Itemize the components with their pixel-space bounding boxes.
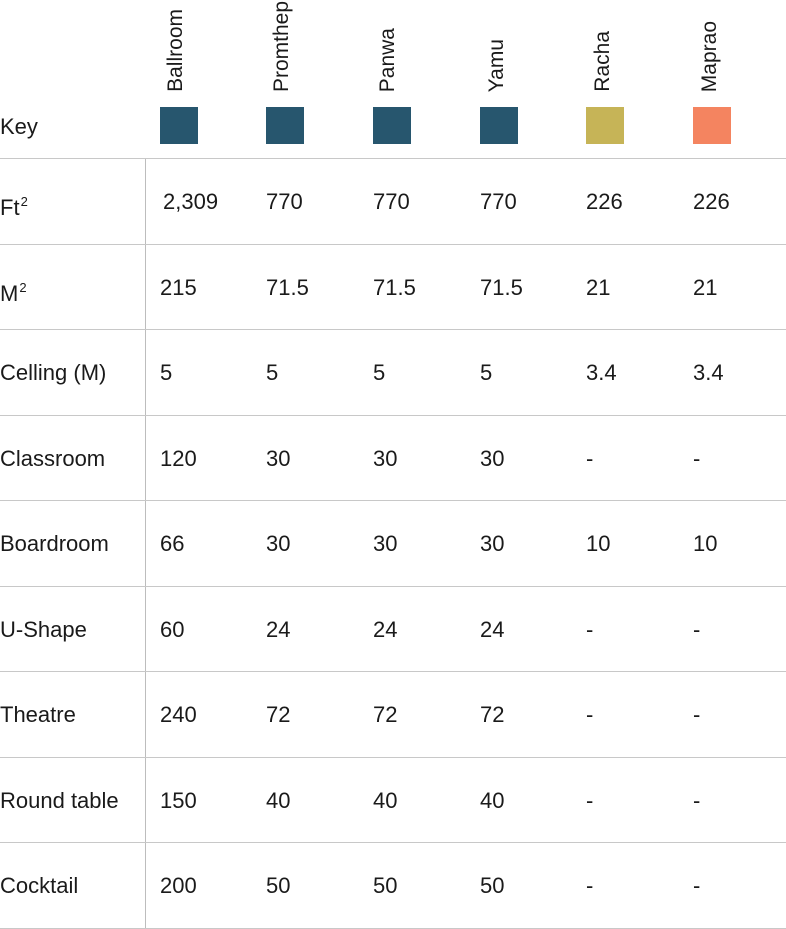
table-row: M2 215 71.5 71.5 71.5 21 21 (0, 243, 786, 330)
table-row: Ft2 2,309 770 770 770 226 226 (0, 158, 786, 244)
column-divider (145, 158, 146, 928)
column-name-panwa: Panwa (376, 27, 399, 92)
table-cell: 5 (160, 360, 173, 385)
column-name-maprao: Maprao (698, 20, 721, 92)
table-cell: 24 (480, 616, 505, 642)
row-label: Theatre (0, 702, 76, 727)
key-swatch-yamu (480, 107, 518, 144)
table-cell: - (693, 445, 701, 471)
table-cell: 60 (160, 616, 185, 642)
table-cell: - (586, 702, 594, 727)
table-cell: 21 (693, 274, 718, 300)
table-cell: 226 (586, 189, 623, 214)
table-cell: - (586, 616, 594, 642)
column-name-promthep: Promthep (270, 0, 293, 92)
table-row: Theatre 240 72 72 72 - - (0, 671, 786, 757)
table-cell: - (693, 702, 701, 727)
table-cell: 2,309 (163, 189, 219, 214)
table-cell: 40 (266, 787, 291, 813)
table-cell: 120 (160, 445, 197, 471)
table-cell: - (586, 873, 594, 898)
table-cell: 30 (266, 445, 291, 471)
table-cell: 50 (266, 873, 291, 898)
table-cell: 40 (373, 787, 398, 813)
table-cell: 72 (373, 702, 398, 727)
table-row: Round table 150 40 40 40 - - (0, 756, 786, 843)
row-label: Cocktail (0, 873, 79, 898)
table-cell: 66 (160, 531, 185, 556)
table-cell: 30 (373, 445, 398, 471)
column-name-yamu: Yamu (485, 38, 508, 92)
table-cell: 150 (160, 787, 197, 813)
table-cell: 30 (480, 445, 505, 471)
row-label: M2 (0, 279, 27, 306)
table-cell: 24 (266, 616, 291, 642)
table-cell: 215 (160, 274, 197, 300)
row-label: Boardroom (0, 531, 109, 556)
table-cell: 71.5 (480, 274, 523, 300)
key-swatch-ballroom (160, 107, 198, 144)
table-cell: 72 (480, 702, 505, 727)
key-swatch-maprao (693, 107, 731, 144)
table-cell: 770 (266, 189, 303, 214)
table-cell: 240 (160, 702, 197, 727)
key-swatch-racha (586, 107, 624, 144)
key-swatch-panwa (373, 107, 411, 144)
table-cell: 30 (373, 531, 398, 556)
table-row: Cocktail 200 50 50 50 - - (0, 842, 786, 929)
row-label: Round table (0, 787, 119, 813)
table-cell: 50 (373, 873, 398, 898)
table-cell: 3.4 (586, 360, 617, 385)
table-cell: 10 (586, 531, 611, 556)
table-cell: 770 (373, 189, 410, 214)
table-cell: 50 (480, 873, 505, 898)
table-cell: 5 (480, 360, 493, 385)
table-cell: 10 (693, 531, 718, 556)
row-label: Celling (M) (0, 360, 107, 385)
table-cell: 5 (373, 360, 386, 385)
table-cell: 5 (266, 360, 279, 385)
key-swatch-promthep (266, 107, 304, 144)
column-name-ballroom: Ballroom (164, 9, 187, 92)
row-label: Ft2 (0, 194, 28, 220)
table-cell: 200 (160, 873, 197, 898)
table-cell: - (693, 787, 701, 813)
table-cell: 71.5 (373, 274, 416, 300)
table-row: Boardroom 66 30 30 30 10 10 (0, 500, 786, 586)
table-cell: - (693, 873, 701, 898)
column-name-racha: Racha (591, 31, 614, 92)
table-cell: 24 (373, 616, 398, 642)
table-cell: 30 (480, 531, 505, 556)
table-row: U-Shape 60 24 24 24 - - (0, 585, 786, 672)
table-header: Key Ballroom Promthep Panwa Yamu Racha Maprao (0, 0, 786, 158)
row-label: Classroom (0, 445, 106, 471)
table-cell: 21 (586, 274, 611, 300)
row-label: U-Shape (0, 616, 87, 642)
table-cell: - (586, 445, 594, 471)
table-cell: - (693, 616, 701, 642)
table-row: Classroom 120 30 30 30 - - (0, 414, 786, 501)
table-cell: 72 (266, 702, 291, 727)
table-cell: 3.4 (693, 360, 724, 385)
table-cell: 40 (480, 787, 505, 813)
table-cell: 770 (480, 189, 517, 214)
key-label: Key (0, 114, 38, 139)
table-row: Celling (M) 5 5 5 5 3.4 3.4 (0, 329, 786, 415)
table-cell: 71.5 (266, 274, 309, 300)
table-cell: 226 (693, 189, 730, 214)
table-cell: - (586, 787, 594, 813)
table-cell: 30 (266, 531, 291, 556)
